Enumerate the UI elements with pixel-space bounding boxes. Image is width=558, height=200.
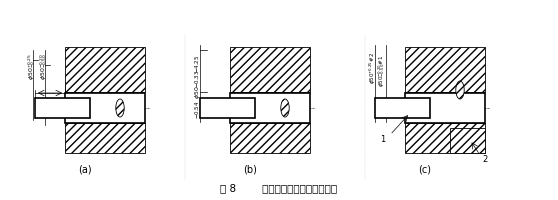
Text: (a): (a)	[78, 164, 92, 174]
Bar	[450, 128, 485, 153]
Text: $\phi50^{-0.20}_{-0.50}$: $\phi50^{-0.20}_{-0.50}$	[39, 53, 50, 80]
Text: $-0.33$: $-0.33$	[193, 70, 201, 88]
Text: $\phi50$: $\phi50$	[193, 85, 201, 99]
Text: $-4.25$: $-4.25$	[193, 55, 201, 73]
Text: 2: 2	[482, 155, 487, 164]
Bar	[65, 47, 145, 92]
Bar	[35, 98, 90, 118]
Text: $\phi50^{-0.20}_{-0.50}\#1$: $\phi50^{-0.20}_{-0.50}\#1$	[377, 55, 387, 87]
Bar	[200, 98, 255, 118]
Text: 图 8        装配图中配合的注法（二）: 图 8 装配图中配合的注法（二）	[220, 183, 338, 193]
Text: 1: 1	[380, 135, 385, 144]
Bar	[405, 47, 485, 92]
Ellipse shape	[456, 81, 464, 99]
Ellipse shape	[281, 99, 289, 117]
Bar	[65, 93, 145, 123]
Text: $\phi50^{+0.25}_{\ \ }\#2$: $\phi50^{+0.25}_{\ \ }\#2$	[367, 52, 377, 84]
Bar	[230, 93, 310, 123]
Bar	[230, 123, 310, 153]
Bar	[405, 123, 485, 153]
Bar	[65, 123, 145, 153]
Text: (c): (c)	[418, 164, 431, 174]
Bar	[375, 98, 430, 118]
Text: $\phi50^{+0.25}_{-0}$: $\phi50^{+0.25}_{-0}$	[27, 53, 37, 80]
Text: (b): (b)	[243, 164, 257, 174]
Ellipse shape	[116, 99, 124, 117]
Bar	[230, 47, 310, 92]
Bar	[405, 93, 485, 123]
Text: $-0.54$: $-0.54$	[193, 100, 201, 119]
